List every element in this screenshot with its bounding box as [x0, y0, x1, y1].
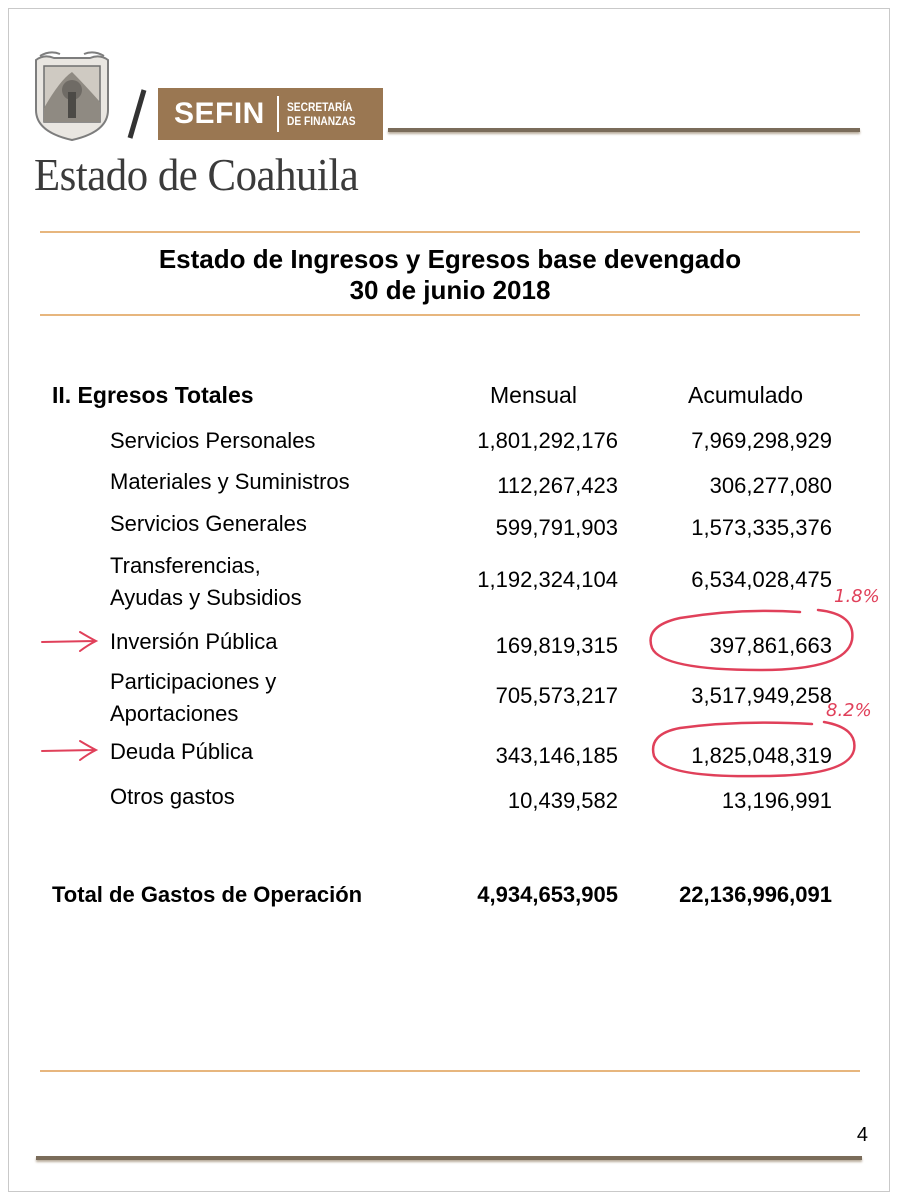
row-label: Servicios Personales [110, 428, 316, 453]
state-name: Estado de Coahuila [34, 149, 359, 200]
row-accumulated: 7,969,298,929 [691, 428, 832, 453]
circle-highlight [651, 720, 856, 778]
title-rule-bottom [40, 314, 860, 316]
row-monthly: 1,192,324,104 [477, 567, 618, 592]
total-label: Total de Gastos de Operación [52, 882, 363, 907]
page-frame [8, 8, 890, 1192]
sefin-word: SEFIN [174, 97, 265, 130]
row-monthly: 112,267,423 [497, 473, 618, 498]
row-accumulated: 13,196,991 [721, 788, 832, 813]
row-label: Inversión Pública [110, 629, 278, 654]
col-header-accumulated: Acumulado [688, 382, 804, 408]
logo-divider [276, 96, 279, 132]
row-monthly: 343,146,185 [495, 743, 618, 768]
row-label: Deuda Pública [110, 739, 254, 764]
doc-title: Estado de Ingresos y Egresos base deveng… [40, 244, 860, 306]
arrow-icon [41, 740, 99, 761]
doc-title-date: 30 de junio 2018 [349, 275, 551, 305]
total-monthly: 4,934,653,905 [477, 882, 618, 907]
footer-bar [36, 1156, 862, 1160]
row-accumulated: 306,277,080 [709, 473, 832, 498]
row-accumulated: 397,861,663 [709, 633, 832, 658]
row-monthly: 1,801,292,176 [477, 428, 618, 453]
row-label: Servicios Generales [110, 511, 307, 536]
row-label: Materiales y Suministros [110, 469, 350, 494]
slash-divider [127, 89, 147, 139]
row-monthly: 705,573,217 [495, 683, 618, 708]
coat-of-arms-seal [35, 51, 109, 142]
sefin-logo: SEFIN SECRETARÍA DE FINANZAS [158, 88, 383, 140]
row-accumulated: 1,573,335,376 [691, 515, 832, 540]
row-label: Otros gastos [110, 784, 235, 809]
row-monthly: 169,819,315 [495, 633, 618, 658]
col-header-monthly: Mensual [490, 382, 577, 408]
row-label: Participaciones y Aportaciones [110, 669, 277, 726]
section-label: II. Egresos Totales [52, 382, 254, 408]
title-rule-top [40, 231, 860, 233]
handwritten-percent: 8.2% [826, 700, 872, 721]
total-accumulated: 22,136,996,091 [679, 882, 832, 907]
row-monthly: 10,439,582 [507, 788, 618, 813]
row-accumulated: 6,534,028,475 [691, 567, 832, 592]
handwritten-percent: 1.8% [834, 586, 880, 607]
header-bar [388, 128, 860, 132]
row-accumulated: 3,517,949,258 [691, 683, 832, 708]
row-accumulated: 1,825,048,319 [691, 743, 832, 768]
footer-rule [40, 1070, 860, 1072]
arrow-icon [41, 631, 99, 652]
circle-highlight [649, 608, 854, 672]
page-number: 4 [856, 1124, 868, 1146]
doc-title-line1: Estado de Ingresos y Egresos base deveng… [158, 244, 742, 274]
row-label: Transferencias, Ayudas y Subsidios [110, 553, 302, 610]
sefin-subtitle: SECRETARÍA DE FINANZAS [286, 100, 356, 128]
row-monthly: 599,791,903 [495, 515, 618, 540]
